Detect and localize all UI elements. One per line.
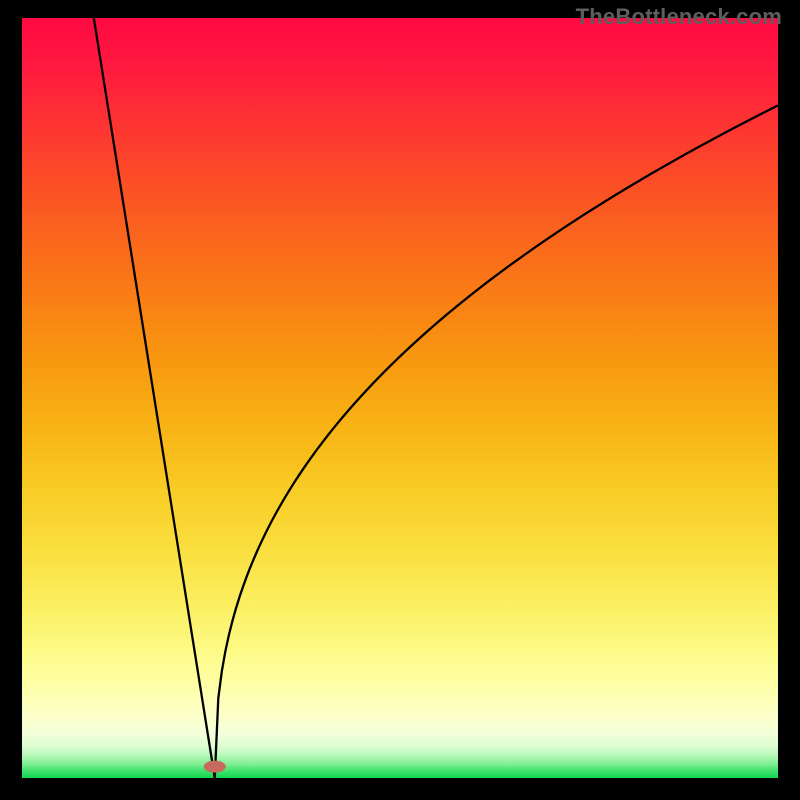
gradient-background <box>22 18 778 778</box>
chart-plot-area <box>22 18 778 778</box>
watermark-text: TheBottleneck.com <box>576 4 782 30</box>
minimum-marker <box>204 761 226 773</box>
chart-svg <box>22 18 778 778</box>
